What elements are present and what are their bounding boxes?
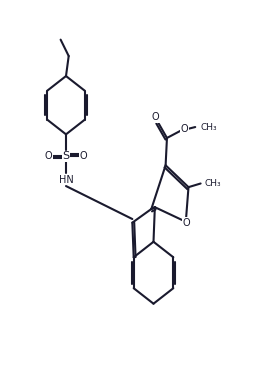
Text: CH₃: CH₃	[200, 123, 217, 131]
Text: O: O	[183, 218, 190, 228]
Text: HN: HN	[59, 175, 73, 185]
Text: O: O	[45, 151, 52, 161]
Text: O: O	[181, 124, 188, 134]
Text: O: O	[80, 151, 87, 161]
Text: S: S	[63, 151, 70, 161]
Text: CH₃: CH₃	[205, 179, 221, 188]
Text: O: O	[152, 112, 159, 122]
